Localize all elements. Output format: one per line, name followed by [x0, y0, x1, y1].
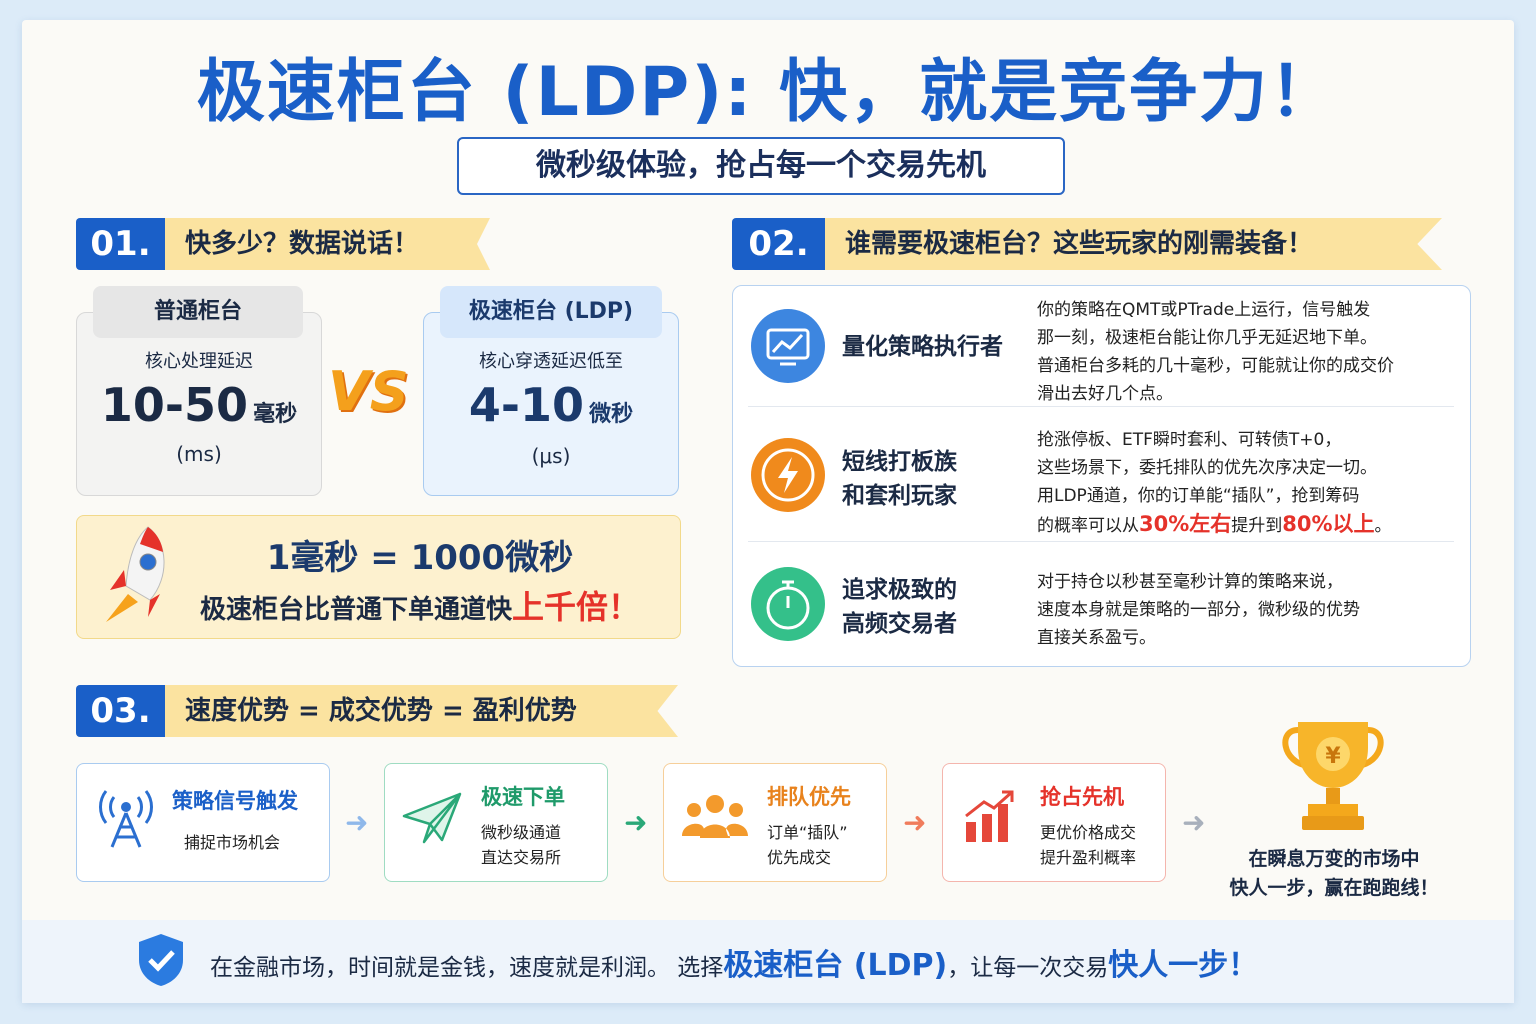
section-number: 01. — [76, 218, 165, 270]
name-line: 高频交易者 — [842, 611, 957, 637]
section-heading: 速度优势 = 成交优势 = 盈利优势 — [165, 685, 678, 737]
text-line: 那一刻，极速柜台能让你几乎无延迟地下单。 — [1037, 328, 1377, 348]
trophy-icon — [1282, 722, 1384, 830]
divider — [748, 541, 1454, 542]
step-line: 更优价格成交 提升盈利概率 — [1040, 820, 1136, 870]
divider — [748, 406, 1454, 407]
line: 在瞬息万变的市场中 — [1248, 848, 1420, 870]
player-name: 短线打板族和套利玩家 — [842, 445, 957, 513]
fast-value: 4-10 — [468, 378, 584, 432]
section-number: 02. — [732, 218, 825, 270]
plane-icon — [402, 792, 462, 844]
normal-value: 10-50 — [100, 378, 248, 432]
conclusion: 在瞬息万变的市场中 快人一步，赢在跑跑线！ — [1200, 845, 1468, 903]
fast-card — [423, 312, 679, 496]
footer-highlight: 快人一步！ — [1108, 948, 1259, 983]
fast-unit: 微秒 — [589, 402, 634, 427]
callout-line1: 1毫秒 = 1000微秒 — [266, 538, 574, 578]
section-number: 03. — [76, 685, 165, 737]
line: 直达交易所 — [481, 848, 562, 867]
players-panel — [732, 285, 1471, 667]
quant-icon — [751, 309, 825, 383]
footer-highlight: 极速柜台 (LDP) — [723, 948, 948, 983]
normal-unit-abbr: (ms) — [176, 442, 222, 466]
name-line: 短线打板族 — [842, 449, 957, 475]
arrow: ➜ — [624, 806, 648, 839]
normal-label: 普通柜台 — [93, 286, 303, 338]
step-line: 捕捉市场机会 — [184, 833, 281, 852]
text-line: 这些场景下，委托排队的优先次序决定一切。 — [1037, 458, 1377, 478]
player-text: 对于持仓以秒甚至毫秒计算的策略来说， 速度本身就是策略的一部分，微秒级的优势 直… — [1037, 568, 1360, 652]
player-text: 抢涨停板、ETF瞬时套利、可转债T+0， 这些场景下，委托排队的优先次序决定一切… — [1037, 426, 1392, 540]
callout-prefix: 极速柜台比普通下单通道快 — [199, 595, 512, 625]
line: 快人一步，赢在跑跑线！ — [1229, 877, 1439, 899]
fast-label: 极速柜台 (LDP) — [440, 286, 662, 338]
title: 极速柜台 (LDP): 快，就是竞争力！ — [196, 53, 1340, 132]
text-part: 的概率可以从 — [1037, 516, 1139, 536]
footer-text: 在金融市场，时间就是金钱，速度就是利润。 选择极速柜台 (LDP)，让每一次交易… — [210, 940, 1258, 984]
step — [76, 763, 330, 882]
normal-value-row: 10-50 毫秒 — [76, 378, 322, 432]
normal-card — [76, 312, 322, 496]
line: 微秒级通道 — [481, 823, 562, 842]
text-line: 直接关系盈亏。 — [1037, 628, 1156, 648]
step-line: 微秒级通道直达交易所 — [481, 820, 561, 870]
highlight: 30%左右 — [1139, 512, 1232, 536]
step-title: 排队优先 — [767, 785, 851, 809]
line: 订单“插队” — [767, 823, 848, 842]
line: 更优价格成交 — [1040, 823, 1137, 842]
stopwatch-icon — [751, 567, 825, 641]
fast-value-row: 4-10 微秒 — [423, 378, 679, 432]
bolt-icon — [751, 438, 825, 512]
normal-unit: 毫秒 — [253, 402, 298, 427]
text-part: 提升到 — [1231, 516, 1283, 536]
step-title: 极速下单 — [481, 785, 565, 809]
name-line: 追求极致的 — [842, 577, 957, 603]
footer — [22, 920, 1514, 1003]
vs: VS — [328, 360, 409, 423]
callout-line2: 极速柜台比普通下单通道快上千倍！ — [180, 582, 660, 628]
fast-desc: 核心穿透延迟低至 — [479, 351, 623, 372]
step — [942, 763, 1166, 882]
footer-middle: ，让每一次交易 — [947, 955, 1109, 981]
callout — [76, 515, 681, 639]
signal-icon — [99, 790, 153, 848]
normal-desc: 核心处理延迟 — [145, 351, 253, 372]
footer-prefix: 在金融市场，时间就是金钱，速度就是利润。 选择 — [210, 955, 724, 981]
section-heading: 谁需要极速柜台？这些玩家的刚需装备！ — [825, 218, 1442, 270]
arrow: ➜ — [345, 806, 369, 839]
fast-unit-abbr: (μs) — [531, 444, 571, 468]
player-text: 你的策略在QMT或PTrade上运行，信号触发 那一刻，极速柜台能让你几乎无延迟… — [1037, 296, 1394, 408]
text-line: 抢涨停板、ETF瞬时套利、可转债T+0， — [1037, 430, 1342, 450]
text-line: 的概率可以从30%左右提升到80%以上。 — [1037, 510, 1392, 540]
step-title: 抢占先机 — [1040, 785, 1124, 809]
text-line: 滑出去好几个点。 — [1037, 384, 1173, 404]
line: 优先成交 — [767, 848, 832, 867]
arrow: ➜ — [1182, 806, 1206, 839]
arrow: ➜ — [903, 806, 927, 839]
subtitle: 微秒级体验，抢占每一个交易先机 — [457, 137, 1065, 195]
people-icon — [682, 795, 748, 838]
highlight: 80%以上 — [1282, 512, 1375, 536]
text-line: 用LDP通道，你的订单能“插队”，抢到筹码 — [1037, 486, 1360, 506]
step — [663, 763, 887, 882]
callout-highlight: 上千倍！ — [512, 588, 641, 626]
player-name: 量化策略执行者 — [842, 334, 1003, 360]
text-line: 对于持仓以秒甚至毫秒计算的策略来说， — [1037, 572, 1343, 592]
line: 提升盈利概率 — [1040, 848, 1137, 867]
text-line: 速度本身就是策略的一部分，微秒级的优势 — [1037, 600, 1360, 620]
name-line: 和套利玩家 — [842, 483, 957, 509]
shield-icon — [139, 934, 183, 986]
trophy-symbol: ¥ — [1325, 744, 1341, 769]
text-line: 你的策略在QMT或PTrade上运行，信号触发 — [1037, 300, 1371, 320]
step-title: 策略信号触发 — [172, 789, 298, 813]
step-line: 订单“插队” 优先成交 — [767, 820, 848, 870]
growth-icon — [965, 790, 1014, 842]
rocket-icon — [106, 526, 165, 622]
text-line: 普通柜台多耗的几十毫秒，可能就让你的成交价 — [1037, 356, 1394, 376]
player-name: 追求极致的高频交易者 — [842, 573, 957, 641]
text-part: 。 — [1374, 516, 1392, 536]
section-heading: 快多少？数据说话！ — [165, 218, 490, 270]
